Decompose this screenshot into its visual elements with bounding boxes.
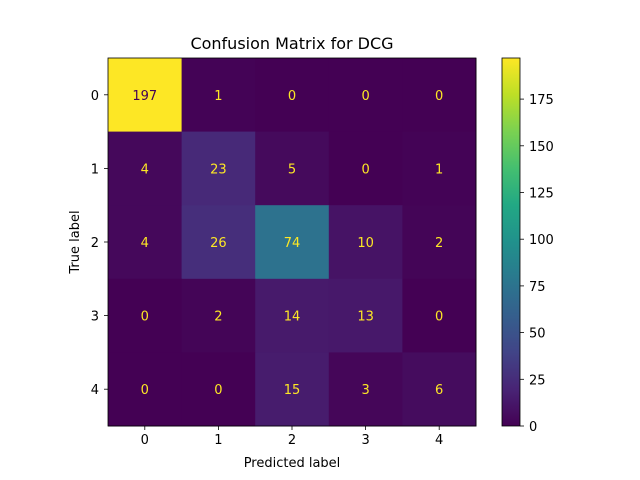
y-tick-label: 3 [91, 310, 99, 325]
heatmap-cell [328, 278, 403, 353]
heatmap-cell [328, 131, 403, 206]
heatmap-cell [402, 205, 477, 280]
cell-value-label: 2 [214, 310, 222, 325]
y-tick-label: 1 [91, 162, 99, 177]
cell-value-label: 6 [435, 383, 443, 398]
x-axis-title: Predicted label [244, 456, 341, 471]
y-axis: 0 1 2 3 4 [91, 89, 108, 398]
x-tick-label: 2 [288, 433, 296, 448]
cell-value-label: 5 [288, 162, 296, 177]
heatmap-cell [328, 352, 403, 427]
cell-value-label: 1 [214, 89, 222, 104]
y-axis-title: True label [68, 210, 83, 274]
y-tick-label: 0 [91, 89, 99, 104]
colorbar-tick-label: 75 [529, 280, 546, 295]
colorbar-tick-label: 100 [529, 233, 554, 248]
colorbar-tick-label: 0 [529, 420, 537, 435]
cell-value-label: 10 [357, 236, 374, 251]
cell-value-label: 15 [284, 383, 301, 398]
heatmap-cell [181, 58, 256, 133]
heatmap-cell [108, 278, 183, 353]
heatmap-cell [108, 205, 183, 280]
cell-value-label: 0 [361, 162, 369, 177]
x-tick-label: 0 [141, 433, 149, 448]
heatmap-cell [181, 278, 256, 353]
heatmap-cell [402, 131, 477, 206]
cell-value-label: 4 [141, 236, 149, 251]
heatmap-cell [108, 58, 183, 133]
colorbar-tick-label: 125 [529, 186, 554, 201]
x-tick-label: 1 [214, 433, 222, 448]
x-tick-label: 4 [435, 433, 443, 448]
cell-value-label: 13 [357, 310, 374, 325]
cell-value-label: 0 [288, 89, 296, 104]
cell-value-label: 0 [361, 89, 369, 104]
colorbar-tick-label: 50 [529, 327, 546, 342]
y-tick-label: 4 [91, 383, 99, 398]
heatmap-cell [402, 58, 477, 133]
cell-value-label: 197 [132, 89, 157, 104]
cell-value-label: 0 [435, 89, 443, 104]
heatmap-cell-labels: 197 1 0 0 04 23 5 0 14 26 74 10 20 2 14 13 00 0 15 3 6 [132, 89, 443, 398]
heatmap-cell [181, 131, 256, 206]
chart-title: Confusion Matrix for DCG [190, 34, 393, 53]
cell-value-label: 2 [435, 236, 443, 251]
colorbar-axis: 0 25 50 75 100 125 150 175 [520, 93, 554, 435]
heatmap-cell [328, 58, 403, 133]
heatmap-cell [402, 352, 477, 427]
colorbar-tick-label: 175 [529, 93, 554, 108]
x-axis: 0 1 2 3 4 [141, 426, 443, 448]
heatmap-cell [255, 205, 330, 280]
cell-value-label: 4 [141, 162, 149, 177]
cell-value-label: 23 [210, 162, 227, 177]
heatmap-cell [255, 131, 330, 206]
heatmap-cell [181, 205, 256, 280]
heatmap-cell [108, 352, 183, 427]
heatmap-cell [255, 278, 330, 353]
heatmap-cell [108, 131, 183, 206]
heatmap-cell [255, 352, 330, 427]
cell-value-label: 74 [284, 236, 301, 251]
cell-value-label: 0 [214, 383, 222, 398]
cell-value-label: 3 [361, 383, 369, 398]
cell-value-label: 1 [435, 162, 443, 177]
heatmap-cell [255, 58, 330, 133]
cell-value-label: 0 [435, 310, 443, 325]
x-tick-label: 3 [361, 433, 369, 448]
cell-value-label: 26 [210, 236, 227, 251]
heatmap-cells [108, 58, 477, 427]
heatmap-cell [328, 205, 403, 280]
cell-value-label: 14 [284, 310, 301, 325]
colorbar-tick-label: 150 [529, 140, 554, 155]
colorbar-tick-label: 25 [529, 373, 546, 388]
colorbar [501, 57, 521, 427]
cell-value-label: 0 [141, 310, 149, 325]
heatmap-cell [181, 352, 256, 427]
y-tick-label: 2 [91, 236, 99, 251]
cell-value-label: 0 [141, 383, 149, 398]
heatmap-cell [402, 278, 477, 353]
